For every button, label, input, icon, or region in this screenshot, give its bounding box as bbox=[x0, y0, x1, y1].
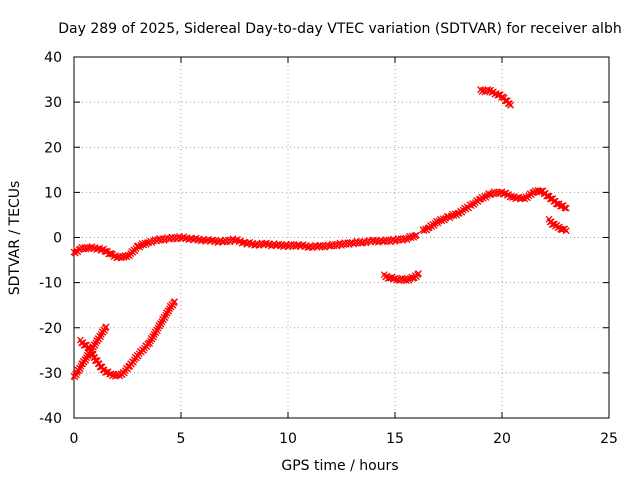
data-point bbox=[546, 195, 554, 203]
y-tick-label: 40 bbox=[44, 50, 62, 66]
y-tick-label: 30 bbox=[44, 95, 62, 111]
data-points bbox=[70, 86, 570, 381]
data-point bbox=[507, 101, 515, 109]
series-early-fall bbox=[76, 298, 179, 380]
y-tick-label: -40 bbox=[39, 411, 62, 427]
x-tick-label: 5 bbox=[177, 431, 186, 447]
y-tick-label: -10 bbox=[39, 276, 62, 292]
y-axis-label: SDTVAR / TECUs bbox=[7, 181, 23, 296]
series-rise-16-23h bbox=[419, 186, 570, 235]
series-late-low bbox=[545, 215, 570, 235]
data-point bbox=[415, 270, 422, 278]
x-tick-label: 15 bbox=[386, 431, 404, 447]
data-point bbox=[412, 231, 420, 239]
data-point bbox=[102, 323, 110, 331]
chart-title: Day 289 of 2025, Sidereal Day-to-day VTE… bbox=[58, 21, 621, 37]
x-axis-label: GPS time / hours bbox=[281, 458, 398, 474]
series-high-arc bbox=[477, 86, 515, 109]
series-dip-15h bbox=[380, 270, 422, 285]
y-tick-label: 0 bbox=[53, 231, 62, 247]
series-main-trace bbox=[70, 231, 420, 262]
x-tick-label: 20 bbox=[493, 431, 511, 447]
y-tick-label: -30 bbox=[39, 366, 62, 382]
grid-lines bbox=[74, 57, 609, 418]
x-tick-label: 10 bbox=[279, 431, 297, 447]
y-tick-label: -20 bbox=[39, 321, 62, 337]
data-point bbox=[537, 187, 544, 195]
data-point bbox=[561, 204, 569, 212]
data-point bbox=[562, 204, 570, 212]
y-tick-label: 20 bbox=[44, 140, 62, 156]
y-tick-label: 10 bbox=[44, 185, 62, 201]
x-tick-label: 0 bbox=[70, 431, 79, 447]
data-point bbox=[80, 341, 88, 349]
axis-ticks: 0 5 10 15 20 25 -40 -30 -20 -10 0 10 20 30 40 bbox=[39, 50, 618, 447]
data-point bbox=[562, 227, 570, 235]
data-point bbox=[171, 298, 179, 306]
x-tick-label: 25 bbox=[600, 431, 618, 447]
